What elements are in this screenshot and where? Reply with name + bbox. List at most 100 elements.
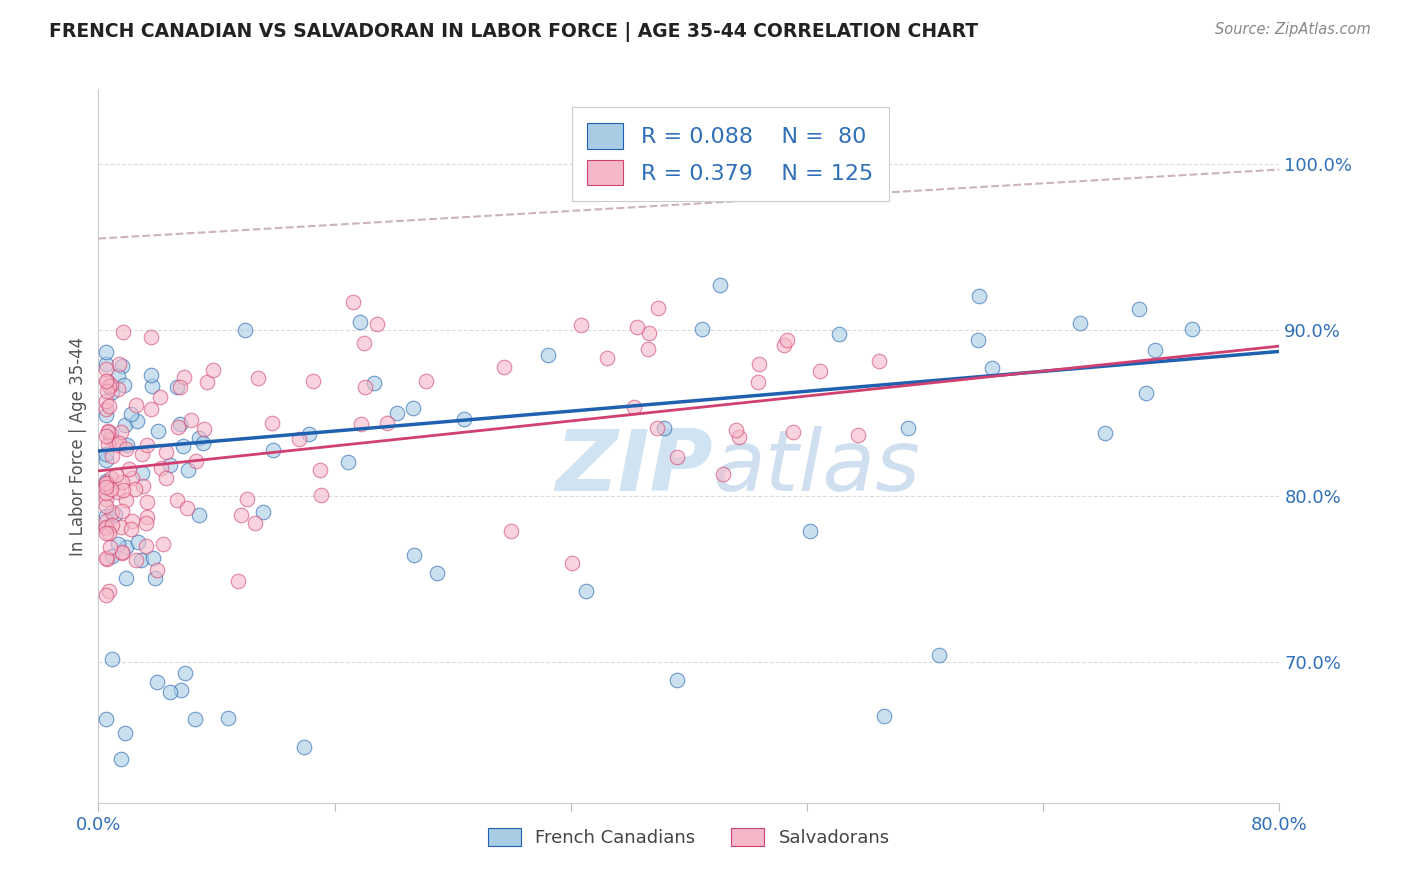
Point bbox=[111, 359, 134, 373]
Point bbox=[193, 422, 215, 436]
Point bbox=[652, 421, 675, 435]
Point bbox=[139, 330, 162, 344]
Point bbox=[180, 413, 202, 427]
Point bbox=[135, 539, 157, 553]
Point bbox=[692, 322, 714, 336]
Point bbox=[309, 463, 332, 477]
Point bbox=[799, 524, 821, 538]
Point bbox=[1144, 343, 1167, 357]
Point bbox=[146, 564, 169, 578]
Point bbox=[97, 526, 120, 541]
Point bbox=[928, 648, 950, 663]
Point bbox=[537, 348, 560, 362]
Point bbox=[111, 325, 134, 339]
Point bbox=[121, 471, 143, 485]
Point bbox=[810, 364, 832, 378]
Point bbox=[100, 432, 122, 446]
Point bbox=[94, 475, 117, 490]
Point bbox=[159, 458, 181, 473]
Point bbox=[110, 520, 132, 534]
Point bbox=[98, 400, 121, 414]
Point bbox=[94, 525, 117, 540]
Point bbox=[645, 421, 668, 435]
Point bbox=[118, 462, 141, 476]
Point bbox=[301, 374, 323, 388]
Point bbox=[146, 674, 169, 689]
Point bbox=[127, 535, 149, 549]
Point bbox=[246, 371, 269, 385]
Point bbox=[94, 452, 117, 467]
Point bbox=[120, 407, 142, 421]
Point bbox=[665, 450, 688, 465]
Point bbox=[176, 500, 198, 515]
Point bbox=[1069, 316, 1091, 330]
Point bbox=[967, 288, 990, 302]
Point bbox=[115, 442, 138, 456]
Point bbox=[94, 401, 117, 416]
Text: Source: ZipAtlas.com: Source: ZipAtlas.com bbox=[1215, 22, 1371, 37]
Point bbox=[132, 478, 155, 492]
Point bbox=[94, 588, 117, 602]
Point bbox=[94, 477, 117, 491]
Point bbox=[100, 471, 122, 485]
Point bbox=[155, 471, 177, 485]
Point bbox=[111, 504, 134, 518]
Point bbox=[97, 425, 120, 440]
Point bbox=[236, 491, 259, 506]
Point bbox=[101, 652, 124, 666]
Point bbox=[150, 460, 173, 475]
Point bbox=[155, 445, 177, 459]
Point bbox=[288, 432, 311, 446]
Point bbox=[94, 446, 117, 460]
Point bbox=[125, 553, 148, 567]
Point bbox=[569, 318, 592, 332]
Point bbox=[96, 437, 118, 451]
Point bbox=[100, 482, 122, 496]
Point bbox=[188, 508, 211, 522]
Point bbox=[191, 436, 214, 450]
Point bbox=[170, 682, 193, 697]
Point bbox=[94, 550, 117, 565]
Point bbox=[868, 354, 890, 368]
Point bbox=[623, 400, 645, 414]
Point bbox=[114, 492, 136, 507]
Text: atlas: atlas bbox=[713, 425, 921, 509]
Point bbox=[342, 294, 364, 309]
Point bbox=[97, 584, 120, 599]
Point bbox=[350, 417, 373, 431]
Point bbox=[725, 423, 748, 437]
Point bbox=[131, 447, 153, 461]
Point bbox=[494, 360, 516, 375]
Point bbox=[727, 430, 749, 444]
Point bbox=[499, 524, 522, 538]
Point bbox=[353, 335, 375, 350]
Point bbox=[104, 507, 127, 521]
Point bbox=[142, 551, 165, 566]
Point bbox=[626, 320, 648, 334]
Point bbox=[385, 406, 408, 420]
Point bbox=[103, 435, 125, 450]
Point bbox=[107, 382, 129, 396]
Point bbox=[107, 537, 129, 551]
Point bbox=[402, 401, 425, 416]
Point bbox=[96, 551, 118, 566]
Point bbox=[149, 390, 172, 404]
Point bbox=[120, 522, 142, 536]
Point bbox=[121, 514, 143, 528]
Point bbox=[709, 277, 731, 292]
Point bbox=[575, 584, 598, 599]
Point bbox=[129, 553, 152, 567]
Point bbox=[101, 504, 124, 518]
Point bbox=[981, 361, 1004, 376]
Point bbox=[967, 334, 990, 348]
Legend: French Canadians, Salvadorans: French Canadians, Salvadorans bbox=[481, 821, 897, 855]
Point bbox=[114, 726, 136, 740]
Point bbox=[252, 505, 274, 519]
Point bbox=[375, 416, 398, 430]
Point bbox=[136, 495, 159, 509]
Point bbox=[136, 510, 159, 524]
Point bbox=[828, 327, 851, 342]
Point bbox=[262, 416, 284, 430]
Point bbox=[94, 429, 117, 443]
Point bbox=[114, 571, 136, 585]
